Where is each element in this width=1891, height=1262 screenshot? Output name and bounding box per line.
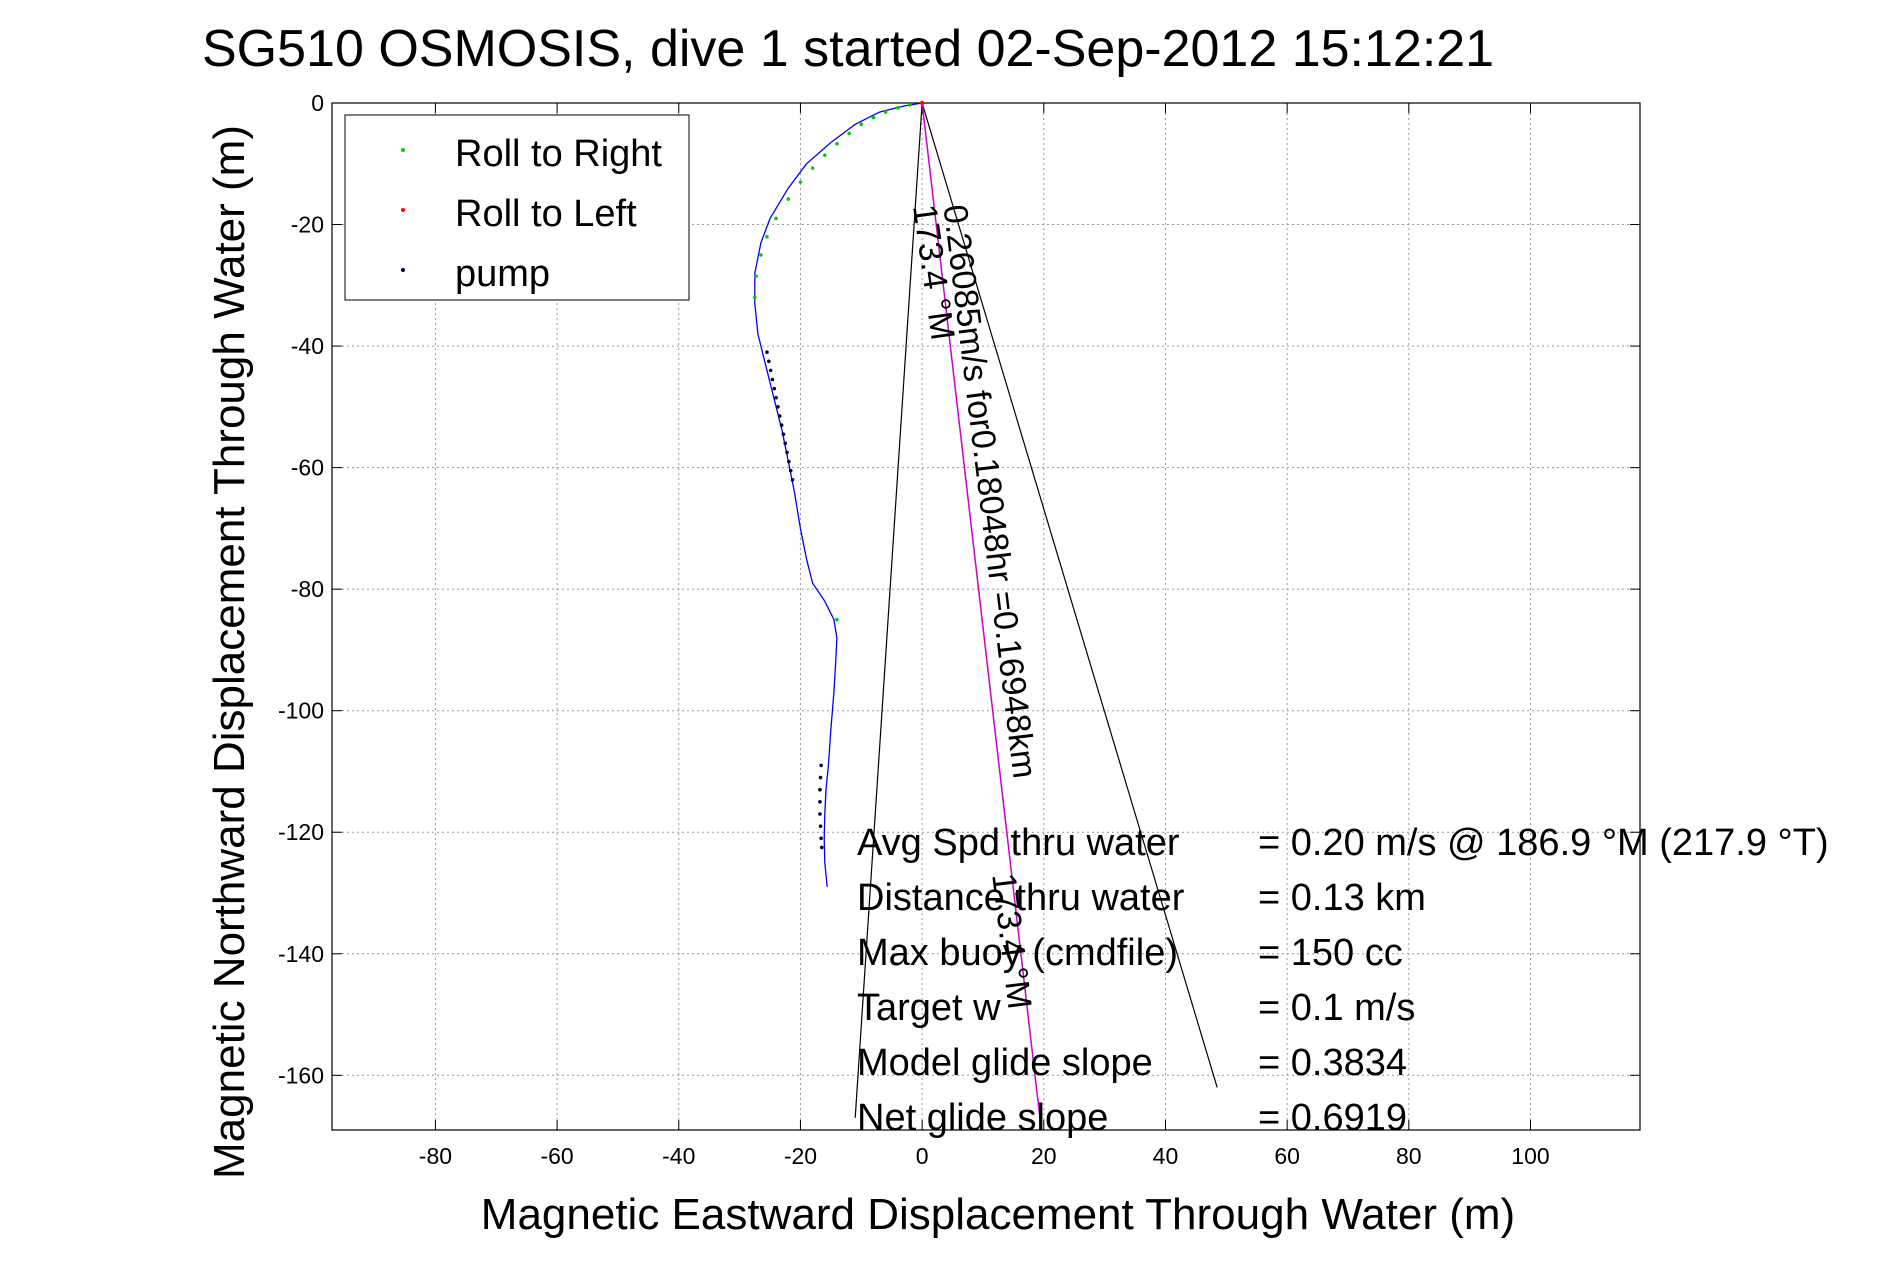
- x-tick-label: -80: [419, 1143, 452, 1169]
- pump-point: [768, 368, 773, 373]
- pump-point: [818, 775, 823, 780]
- pump-point: [819, 845, 824, 850]
- grid-lines: [332, 102, 1640, 1130]
- stat-label: Distance thru water: [857, 877, 1185, 919]
- pump-point: [774, 395, 778, 400]
- roll-right-point: [765, 234, 769, 239]
- roll-right-point: [798, 180, 803, 184]
- stat-value: = 150 cc: [1258, 932, 1403, 974]
- roll-right-points: [753, 101, 924, 622]
- roll-right-point: [810, 166, 815, 170]
- stat-label: Target w: [857, 987, 1001, 1029]
- chart-title: SG510 OSMOSIS, dive 1 started 02-Sep-201…: [202, 20, 1494, 78]
- stat-value: = 0.20 m/s @ 186.9 °M (217.9 °T): [1258, 822, 1829, 864]
- pump-point: [765, 350, 769, 354]
- roll-right-point: [822, 153, 827, 158]
- y-tick-label: -40: [291, 333, 324, 359]
- stat-label: Avg Spd thru water: [857, 822, 1180, 864]
- plot-area-frame: [331, 102, 1641, 1131]
- dive-stats: Avg Spd thru water = 0.20 m/s @ 186.9 °M …: [857, 822, 1829, 1139]
- stat-value: = 0.3834: [1258, 1042, 1407, 1084]
- pump-point: [776, 405, 780, 409]
- pump-point: [783, 441, 788, 446]
- x-tick-label: -20: [784, 1143, 817, 1169]
- pump-point: [772, 386, 777, 391]
- pump-point: [788, 468, 793, 473]
- roll-right-point: [895, 106, 900, 110]
- roll-right-point: [847, 131, 851, 136]
- x-tick-label: 60: [1274, 1143, 1300, 1169]
- pump-point: [781, 432, 786, 436]
- roll-right-point: [754, 274, 758, 278]
- dive-track-line: [754, 102, 923, 887]
- roll-right-point: [753, 295, 757, 300]
- y-tick-label: -140: [278, 941, 324, 967]
- roll-left-point: [919, 100, 925, 106]
- stat-value: = 0.6919: [1258, 1097, 1407, 1139]
- roll-right-point: [774, 216, 778, 221]
- legend-label: Roll to Left: [455, 193, 637, 235]
- x-axis-label: Magnetic Eastward Displacement Through W…: [481, 1190, 1515, 1239]
- y-tick-label: -100: [278, 698, 324, 724]
- legend-label: Roll to Right: [455, 133, 662, 175]
- pump-point: [767, 359, 771, 364]
- x-tick-label: 20: [1031, 1143, 1057, 1169]
- y-tick-label: -60: [291, 455, 324, 481]
- heading-line: [921, 102, 1218, 1088]
- y-axis-label: Magnetic Northward Displacement Through …: [205, 125, 254, 1179]
- legend-marker: [401, 208, 405, 212]
- pump-point: [818, 800, 822, 804]
- heading-line: [854, 102, 923, 1118]
- y-tick-label: -80: [291, 576, 324, 602]
- pump-point: [777, 414, 782, 418]
- x-tick-label: 0: [916, 1143, 929, 1169]
- legend-marker: [401, 268, 405, 272]
- y-tick-label: -120: [278, 819, 324, 845]
- stat-label: Net glide slope: [857, 1097, 1108, 1139]
- y-tick-label: 0: [311, 90, 324, 116]
- net-track-segment: [921, 102, 1043, 1131]
- roll-right-point: [859, 122, 864, 127]
- heading-lines: [854, 102, 1218, 1118]
- x-tick-label: 100: [1511, 1143, 1549, 1169]
- pump-point: [818, 824, 823, 828]
- pump-point: [770, 377, 775, 382]
- dive-track: [754, 102, 923, 887]
- pump-point: [819, 763, 823, 768]
- roll-right-point: [908, 103, 912, 107]
- roll-right-point: [835, 141, 839, 146]
- annotation-text: 0.26085m/s for0.18048hr =0.16948km: [935, 203, 1043, 781]
- pump-point: [785, 450, 789, 455]
- roll-right-point: [883, 110, 888, 114]
- roll-right-point: [871, 115, 876, 120]
- roll-right-point: [759, 253, 763, 257]
- pump-points: [765, 350, 824, 850]
- x-tick-label: -60: [540, 1143, 573, 1169]
- x-axis-ticks: -80 -60 -40 -20 0 20 40 60 80 100: [419, 103, 1550, 1169]
- x-tick-label: 40: [1153, 1143, 1179, 1169]
- stat-label: Model glide slope: [857, 1042, 1153, 1084]
- stat-value: = 0.1 m/s: [1258, 987, 1415, 1029]
- roll-right-point: [786, 197, 791, 201]
- x-tick-label: -40: [662, 1143, 695, 1169]
- pump-point: [779, 423, 784, 427]
- y-tick-label: -20: [291, 212, 324, 238]
- pump-point: [787, 459, 791, 464]
- pump-point: [818, 787, 822, 792]
- roll-left-points: [919, 100, 925, 106]
- stat-label: Max buoy (cmdfile): [857, 932, 1178, 974]
- pump-point: [818, 812, 822, 816]
- stat-value: = 0.13 km: [1258, 877, 1426, 919]
- net-track-line: [921, 102, 1043, 1131]
- legend: Roll to Right Roll to Left pump: [344, 114, 690, 301]
- y-axis-ticks: 0 -20 -40 -60 -80 -100 -120 -140 -160: [278, 90, 1640, 1088]
- y-tick-label: -160: [278, 1062, 324, 1088]
- legend-marker: [401, 148, 405, 152]
- pump-point: [790, 477, 795, 482]
- x-tick-label: 80: [1396, 1143, 1422, 1169]
- pump-point: [819, 836, 823, 841]
- legend-label: pump: [455, 253, 550, 295]
- roll-right-point: [835, 617, 839, 622]
